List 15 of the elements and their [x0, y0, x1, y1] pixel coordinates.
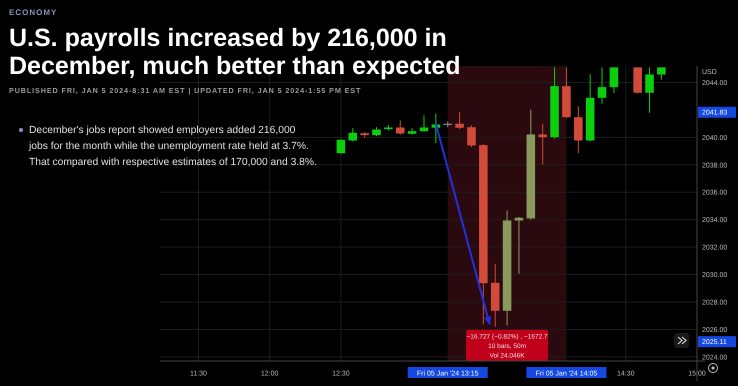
candlestick	[645, 66, 654, 114]
candlestick	[396, 120, 405, 136]
candlestick	[420, 114, 428, 132]
candlestick	[657, 66, 666, 80]
candlestick	[336, 138, 346, 154]
candlestick	[467, 124, 476, 148]
chart-title: U.S. payrolls increased by 216,000 in December, much better than expected	[9, 24, 462, 80]
candlestick	[610, 66, 618, 94]
candlestick	[538, 123, 547, 166]
annotation: December's jobs report showed employers added 216,000 jobs for the month while the unemployment rate held at 3.7%. That compared with respective estimates of 170,000 and 3.8%.	[29, 124, 317, 170]
text: ECONOMY	[9, 8, 58, 17]
candlestick	[514, 216, 524, 274]
candlestick	[598, 66, 606, 104]
candlestick	[574, 106, 583, 154]
candlestick	[348, 128, 358, 142]
